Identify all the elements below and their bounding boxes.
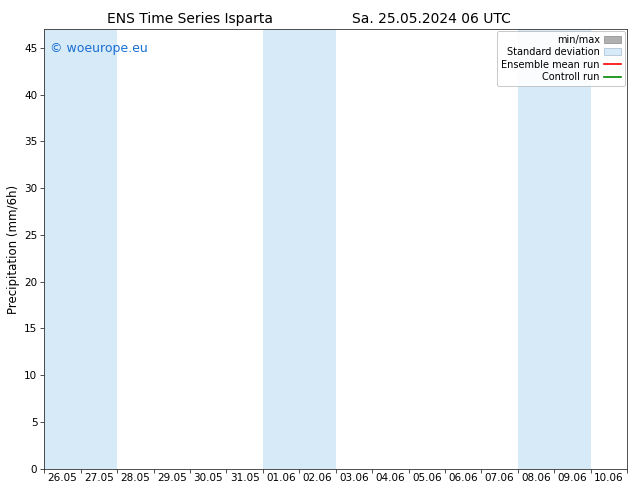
Bar (44, 29, 81, 469)
Bar (299, 29, 335, 469)
Bar (554, 29, 591, 469)
Text: ENS Time Series Isparta: ENS Time Series Isparta (107, 12, 273, 26)
Bar (81, 29, 117, 469)
Y-axis label: Precipitation (mm/6h): Precipitation (mm/6h) (7, 184, 20, 314)
Text: Sa. 25.05.2024 06 UTC: Sa. 25.05.2024 06 UTC (352, 12, 510, 26)
Bar (263, 29, 299, 469)
Bar (518, 29, 554, 469)
Text: © woeurope.eu: © woeurope.eu (50, 42, 148, 55)
Legend: min/max, Standard deviation, Ensemble mean run, Controll run: min/max, Standard deviation, Ensemble me… (498, 31, 625, 86)
